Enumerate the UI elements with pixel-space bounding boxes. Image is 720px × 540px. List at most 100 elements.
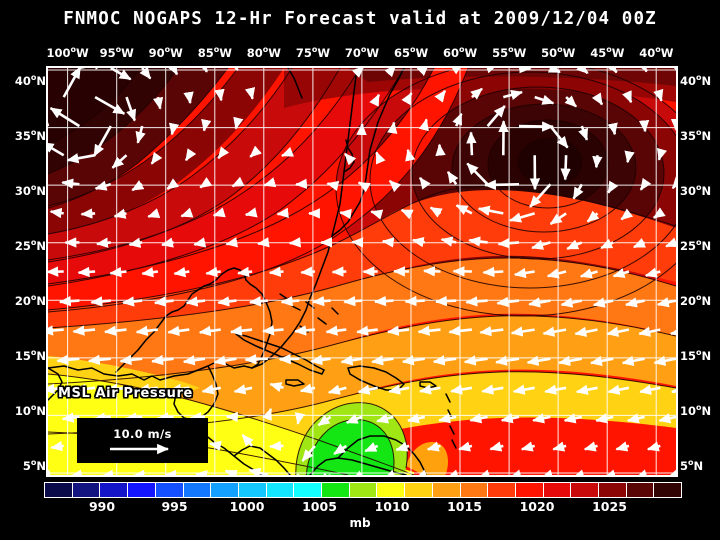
- wind-vector: [161, 237, 174, 248]
- wind-vector: [607, 180, 619, 194]
- wind-vector: [528, 297, 551, 308]
- wind-vector: [652, 207, 666, 219]
- colorbar-tick-label: 1025: [592, 499, 627, 514]
- latitude-tick: 40oN: [680, 73, 712, 88]
- wind-vector: [405, 148, 416, 162]
- wind-vector: [326, 180, 340, 192]
- wind-vector: [339, 208, 352, 220]
- wind-vector: [213, 355, 237, 366]
- wind-vector: [257, 237, 270, 248]
- wind-vector: [496, 296, 520, 308]
- longitude-tick: 90oW: [148, 45, 183, 60]
- wind-vector: [386, 325, 410, 336]
- wind-vector: [646, 441, 661, 452]
- wind-vector: [529, 183, 552, 208]
- wind-vector: [458, 441, 473, 452]
- colorbar-cell: [460, 483, 489, 497]
- wind-vector: [227, 68, 239, 72]
- colorbar-cell: [515, 483, 544, 497]
- wind-vector: [482, 266, 504, 278]
- colorbar-tick-label: 1000: [229, 499, 265, 514]
- colorbar-ticks: 990 995 1000 1005 1010 1015 1020 1025: [44, 499, 682, 517]
- wind-vector: [479, 325, 504, 337]
- wind-vector: [671, 176, 676, 190]
- latitude-tick: 15oN: [680, 348, 712, 363]
- wind-vector: [248, 467, 269, 475]
- longitude-tick: 65oW: [393, 45, 429, 60]
- wind-vector: [66, 153, 96, 164]
- wind-vector: [600, 238, 614, 250]
- wind-vector: [201, 118, 212, 132]
- colorbar[interactable]: [44, 482, 682, 498]
- latitude-tick: 40oN: [14, 73, 46, 88]
- colorbar-cell: [266, 483, 295, 497]
- wind-vector: [607, 384, 630, 395]
- wind-vector: [229, 325, 253, 336]
- wind-vector: [466, 131, 477, 156]
- wind-vector: [288, 237, 302, 248]
- wind-vector: [231, 176, 245, 188]
- wind-vector: [452, 112, 463, 127]
- wind-vector: [93, 125, 112, 157]
- wind-vector: [440, 236, 457, 247]
- wind-vector: [606, 326, 630, 337]
- wind-vector: [180, 207, 194, 218]
- wind-vector: [197, 68, 208, 73]
- wind-vector: [269, 382, 284, 393]
- wind-vector: [103, 325, 127, 336]
- wind-vector: [531, 239, 551, 250]
- wind-vector: [189, 412, 206, 423]
- wind-vector: [195, 470, 208, 475]
- wind-vector: [233, 116, 244, 130]
- wind-vector: [370, 209, 384, 220]
- wind-vector: [50, 440, 64, 452]
- wind-vector: [268, 266, 284, 277]
- longitude-axis-top: 100oW 95oW 90oW 85oW 80oW 75oW 70oW 65oW 60oW 55o…: [47, 45, 676, 62]
- wind-vector: [653, 355, 676, 366]
- wind-vector: [656, 147, 667, 161]
- wind-vector: [90, 296, 111, 307]
- wind-vector: [357, 181, 371, 193]
- wind-vector: [248, 296, 268, 307]
- wind-vector: [281, 146, 295, 158]
- wind-vector: [429, 206, 443, 218]
- wind-vector: [446, 171, 459, 186]
- wind-vector: [520, 441, 536, 452]
- longitude-tick: 40oW: [639, 45, 674, 60]
- wind-vector: [544, 384, 567, 395]
- wind-vector: [632, 237, 646, 249]
- wind-vector: [669, 326, 676, 337]
- colorbar-cell: [322, 483, 350, 497]
- field-label: MSL Air Pressure: [58, 386, 193, 401]
- wind-vector: [591, 92, 604, 106]
- wind-vector: [579, 268, 598, 279]
- wind-vector: [224, 469, 238, 475]
- wind-vector: [185, 296, 206, 307]
- wind-vector: [294, 412, 306, 425]
- wind-vector: [615, 441, 630, 452]
- wind-vector: [333, 443, 348, 455]
- arrow-right-icon: [109, 443, 169, 454]
- wind-vector: [406, 413, 426, 424]
- wind-vector: [578, 125, 589, 141]
- latitude-axis-left: 40oN 35oN 30oN 25oN 20oN 15oN 10oN 5oN: [2, 68, 46, 475]
- latitude-tick: 30oN: [14, 183, 46, 198]
- wind-vector: [626, 413, 645, 424]
- wind-vector: [542, 326, 567, 337]
- wind-vector: [122, 296, 143, 307]
- wind-vector: [327, 384, 347, 395]
- wind-vector: [513, 267, 535, 279]
- wind-vector: [95, 237, 111, 248]
- wind-vector: [225, 237, 239, 248]
- wind-vector: [217, 296, 237, 307]
- wind-vector: [262, 325, 284, 336]
- wind-vector: [558, 355, 583, 366]
- colorbar-cell: [72, 483, 101, 497]
- wind-vector: [532, 413, 551, 424]
- latitude-tick: 25oN: [14, 238, 46, 253]
- wind-vector: [653, 88, 664, 102]
- map-plot-area[interactable]: [46, 66, 678, 477]
- colorbar-cell: [543, 483, 572, 497]
- wind-vector: [589, 355, 614, 367]
